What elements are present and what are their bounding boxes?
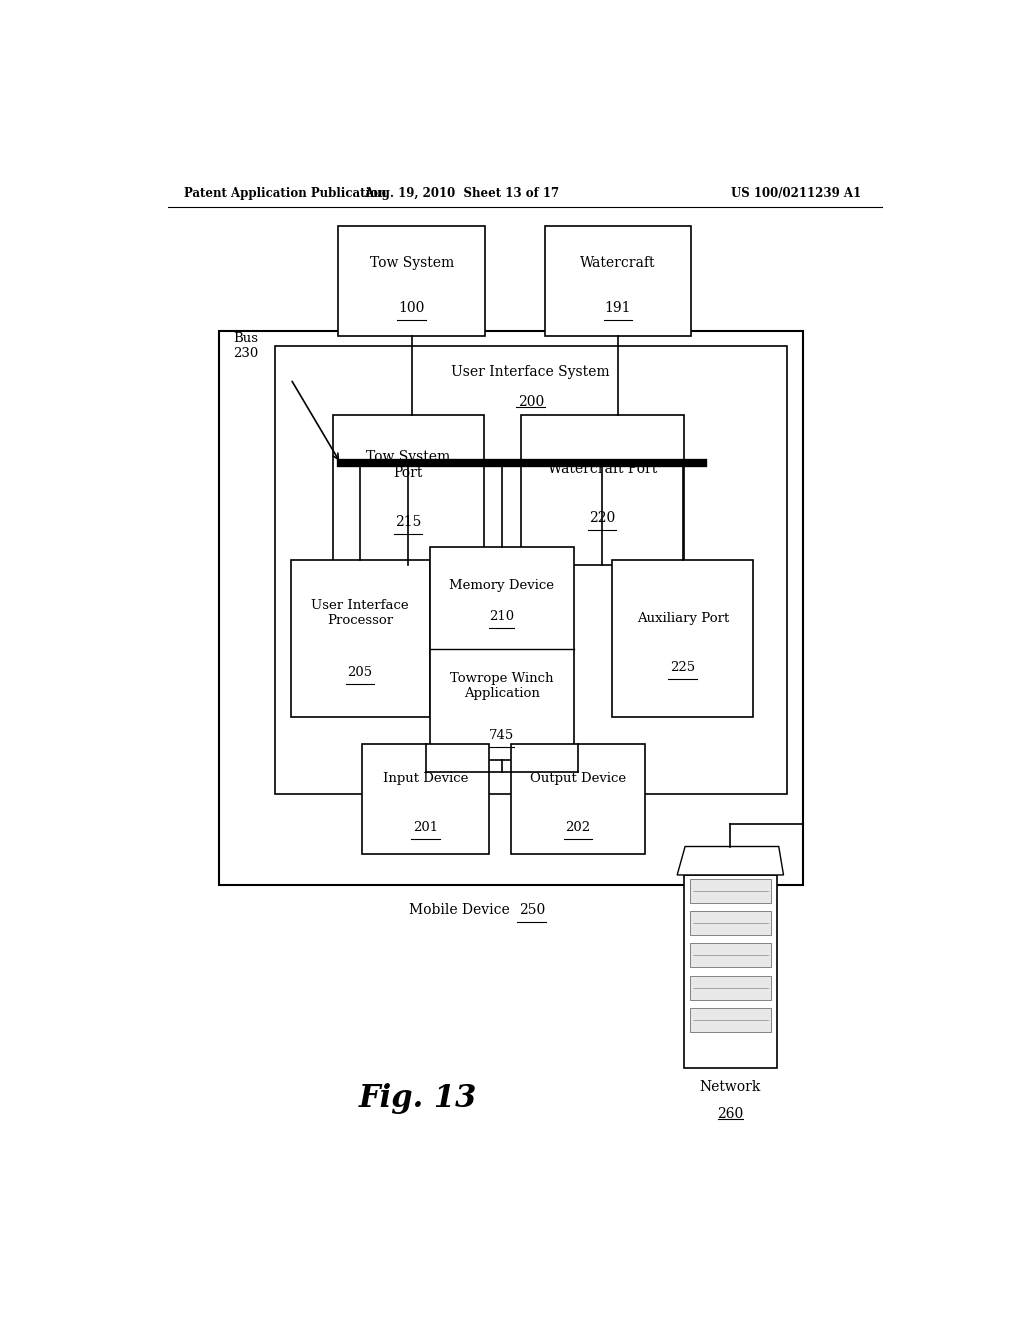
- Bar: [690, 879, 771, 903]
- Bar: [684, 875, 777, 1068]
- Bar: [430, 546, 574, 760]
- Text: US 100/0211239 A1: US 100/0211239 A1: [731, 187, 861, 201]
- Text: Mobile Device: Mobile Device: [410, 903, 519, 917]
- Bar: [690, 944, 771, 968]
- Text: 210: 210: [489, 610, 514, 623]
- Text: 201: 201: [413, 821, 438, 834]
- Text: Patent Application Publication: Patent Application Publication: [183, 187, 386, 201]
- Text: Tow System: Tow System: [370, 256, 454, 271]
- Bar: [545, 227, 691, 337]
- Text: Tow System
Port: Tow System Port: [366, 450, 451, 480]
- Bar: [690, 1007, 771, 1032]
- Text: 205: 205: [347, 665, 373, 678]
- Text: Watercraft: Watercraft: [581, 256, 655, 271]
- Text: Auxiliary Port: Auxiliary Port: [637, 612, 729, 624]
- Bar: [690, 911, 771, 936]
- Text: 220: 220: [589, 511, 615, 525]
- Bar: [338, 227, 485, 337]
- Bar: [333, 414, 483, 565]
- Polygon shape: [677, 846, 783, 875]
- Bar: [511, 744, 645, 854]
- Bar: [291, 560, 430, 718]
- Text: 100: 100: [398, 301, 425, 314]
- Text: 745: 745: [489, 729, 514, 742]
- Text: Input Device: Input Device: [383, 772, 468, 785]
- Text: Memory Device: Memory Device: [450, 579, 554, 593]
- Text: 202: 202: [565, 821, 591, 834]
- Text: 215: 215: [395, 515, 421, 529]
- Text: Output Device: Output Device: [529, 772, 626, 785]
- Text: Fig. 13: Fig. 13: [358, 1084, 477, 1114]
- Text: User Interface System: User Interface System: [452, 364, 610, 379]
- Bar: [690, 975, 771, 999]
- Text: 260: 260: [717, 1106, 743, 1121]
- Text: Towrope Winch
Application: Towrope Winch Application: [450, 672, 554, 701]
- Text: Aug. 19, 2010  Sheet 13 of 17: Aug. 19, 2010 Sheet 13 of 17: [364, 187, 559, 201]
- Bar: [219, 331, 803, 886]
- Bar: [612, 560, 754, 718]
- Text: Bus
230: Bus 230: [232, 333, 258, 360]
- Text: Watercraft Port: Watercraft Port: [548, 462, 656, 477]
- Text: Network: Network: [699, 1080, 761, 1094]
- Bar: [362, 744, 489, 854]
- Bar: [274, 346, 786, 793]
- Text: 191: 191: [605, 301, 632, 314]
- Bar: [521, 414, 684, 565]
- Text: User Interface
Processor: User Interface Processor: [311, 599, 409, 627]
- Text: 200: 200: [517, 395, 544, 409]
- Text: 250: 250: [518, 903, 545, 917]
- Text: 225: 225: [670, 660, 695, 673]
